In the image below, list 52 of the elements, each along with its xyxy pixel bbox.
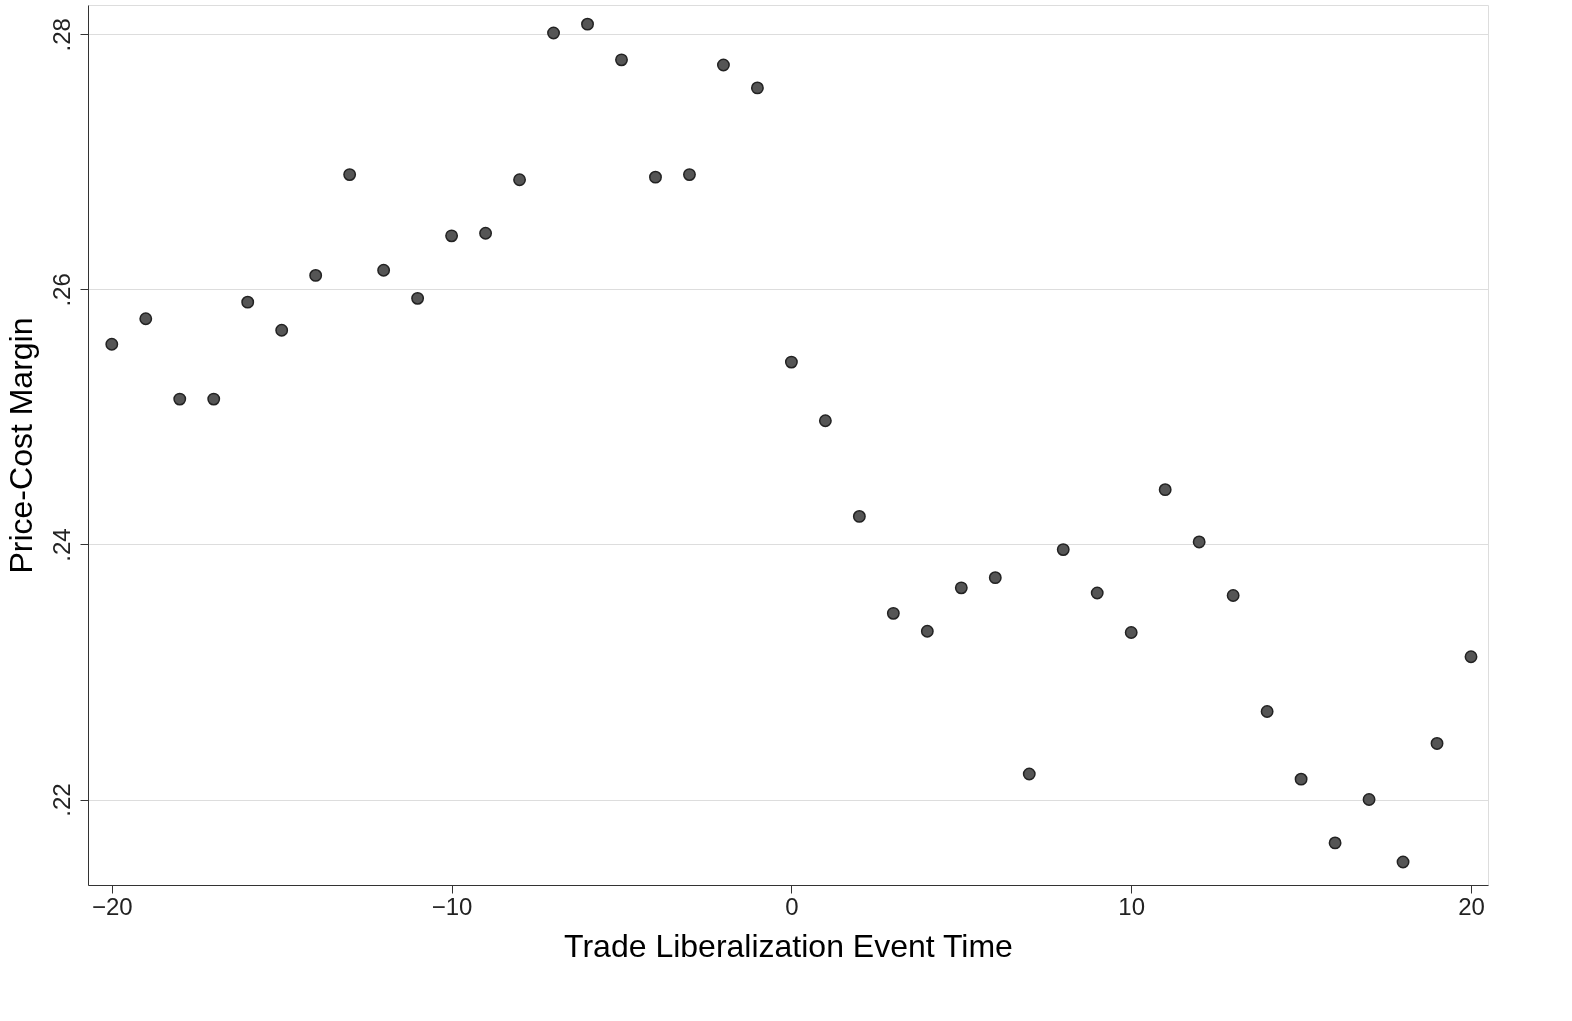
point (818, 414, 832, 428)
x-tick-label: 20 (1458, 892, 1485, 920)
x-axis-title: Trade Liberalization Event Time (564, 927, 1013, 964)
point (852, 509, 866, 523)
point (954, 581, 968, 595)
point (1022, 767, 1036, 781)
point (1260, 705, 1274, 718)
point (1396, 855, 1410, 869)
point (1056, 543, 1070, 557)
point (886, 606, 900, 620)
point (377, 263, 391, 277)
point (1430, 737, 1444, 750)
point (1158, 483, 1172, 497)
point (920, 624, 934, 638)
point (1192, 535, 1206, 549)
y-axis-title: Price-Cost Margin (2, 317, 39, 574)
point (547, 26, 560, 40)
point (445, 229, 459, 243)
point (241, 295, 255, 309)
x-tick-label: −10 (431, 892, 473, 920)
x-tick-label: 10 (1118, 892, 1146, 920)
point (1124, 626, 1138, 639)
y-tick-label: .24 (47, 528, 75, 562)
y-tick-label: .28 (47, 18, 75, 52)
point (683, 168, 696, 182)
point (479, 226, 493, 240)
point (309, 268, 323, 282)
point (275, 323, 289, 337)
point (784, 355, 798, 369)
point (988, 571, 1002, 585)
x-tick-label: −20 (91, 892, 133, 920)
point (1226, 589, 1240, 602)
point (139, 312, 153, 326)
point (1328, 836, 1342, 850)
point (173, 392, 187, 406)
point (207, 392, 221, 406)
point (716, 58, 730, 72)
y-tick-label: .22 (47, 783, 75, 817)
point (105, 337, 119, 351)
y-tick-label: .26 (47, 273, 75, 307)
point (750, 81, 764, 95)
point (1464, 650, 1478, 664)
point (1090, 586, 1104, 600)
x-tick-label: 0 (785, 892, 799, 920)
point (343, 168, 357, 182)
point (649, 170, 662, 184)
point (411, 291, 425, 305)
point (615, 53, 628, 67)
point (581, 17, 594, 31)
point (513, 173, 526, 187)
point (1362, 793, 1376, 806)
point (1294, 772, 1308, 786)
